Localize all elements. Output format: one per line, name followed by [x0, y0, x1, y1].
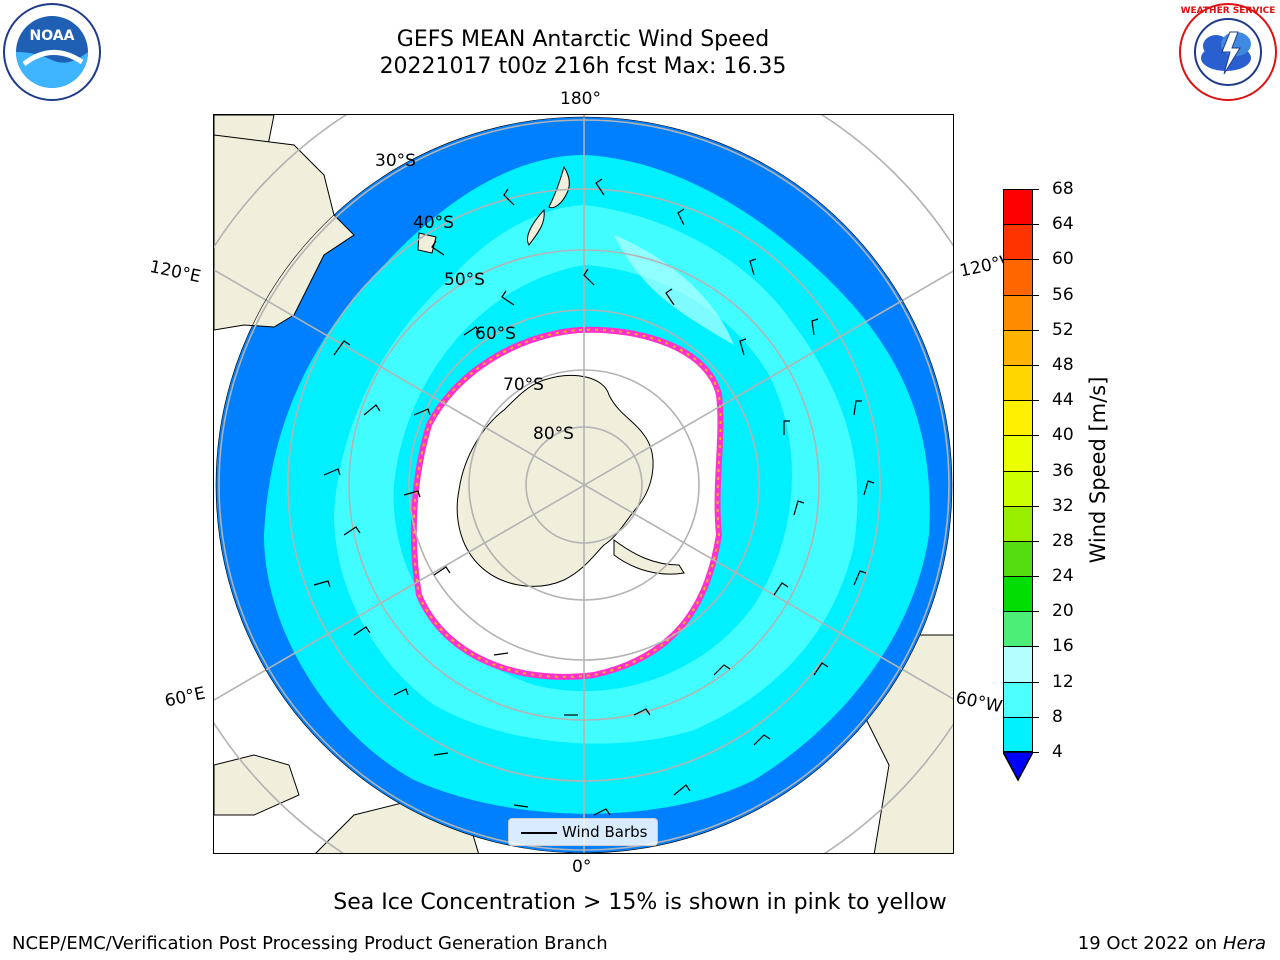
- colorbar-tick-mark: [1033, 576, 1039, 578]
- colorbar-tick-mark: [1033, 681, 1039, 683]
- colorbar-tick-mark: [1033, 329, 1039, 331]
- colorbar-tick-label: 52: [1052, 319, 1074, 340]
- colorbar-tick-mark: [1033, 540, 1039, 542]
- colorbar-tick-label: 44: [1052, 390, 1074, 411]
- colorbar-segment: [1003, 259, 1033, 295]
- colorbar-segment: [1003, 576, 1033, 612]
- colorbar-segment: [1003, 540, 1033, 577]
- colorbar-tick-mark: [1033, 611, 1039, 613]
- colorbar-tick-mark: [1033, 716, 1039, 718]
- lat-label-40s: 40°S: [413, 213, 454, 233]
- colorbar-segment: [1003, 189, 1033, 225]
- colorbar-segment: [1003, 646, 1033, 682]
- colorbar-tick-label: 36: [1052, 460, 1074, 481]
- colorbar-tick-mark: [1033, 505, 1039, 507]
- nws-logo: WEATHER SERVICE: [1178, 2, 1278, 102]
- wind-barb-legend-line: [521, 832, 557, 834]
- colorbar-tick-label: 68: [1052, 179, 1074, 199]
- polar-stereographic-map: [213, 114, 954, 854]
- colorbar-tick-label: 12: [1052, 671, 1074, 692]
- lat-label-60s: 60°S: [475, 324, 516, 344]
- colorbar-tick-label: 16: [1052, 636, 1074, 657]
- colorbar-tick-mark: [1033, 752, 1039, 753]
- colorbar-segment: [1003, 470, 1033, 506]
- colorbar-tick-label: 32: [1052, 495, 1074, 516]
- wind-barbs: [313, 178, 875, 816]
- colorbar-tick-mark: [1033, 294, 1039, 296]
- colorbar-segment: [1003, 364, 1033, 401]
- map-subtitle: 20221017 t00z 216h fcst Max: 16.35: [379, 54, 787, 79]
- colorbar-tick-mark: [1033, 364, 1039, 366]
- footer-date: 19 Oct 2022 on Hera: [1078, 933, 1266, 954]
- lon-label-60w: 60°W: [953, 688, 1004, 718]
- colorbar-tick-label: 8: [1052, 706, 1063, 727]
- lat-label-30s: 30°S: [375, 151, 416, 171]
- lat-label-70s: 70°S: [503, 375, 544, 395]
- colorbar-tick-label: 60: [1052, 249, 1074, 270]
- colorbar-tick-mark: [1033, 189, 1039, 190]
- new-zealand: [527, 165, 570, 246]
- colorbar-segment: [1003, 400, 1033, 436]
- noaa-logo: NOAA: [2, 2, 102, 102]
- colorbar: [1003, 189, 1033, 752]
- map-legend: Wind Barbs: [508, 818, 658, 846]
- disk-outline: [215, 116, 953, 853]
- colorbar-segment: [1003, 611, 1033, 647]
- lat-label-80s: 80°S: [533, 424, 574, 444]
- australia: [214, 134, 437, 331]
- colorbar-tick-mark: [1033, 224, 1039, 226]
- colorbar-tick-label: 24: [1052, 566, 1074, 587]
- lon-label-0: 0°: [572, 857, 592, 877]
- lon-label-180: 180°: [560, 89, 601, 109]
- colorbar-tick-label: 4: [1052, 742, 1063, 762]
- map-title: GEFS MEAN Antarctic Wind Speed: [396, 27, 770, 52]
- colorbar-segment: [1003, 435, 1033, 471]
- svg-text:NOAA: NOAA: [30, 28, 75, 44]
- footer-credit: NCEP/EMC/Verification Post Processing Pr…: [12, 933, 608, 954]
- colorbar-segment: [1003, 224, 1033, 260]
- colorbar-tick-label: 48: [1052, 354, 1074, 375]
- sea-ice-caption: Sea Ice Concentration > 15% is shown in …: [333, 890, 947, 915]
- colorbar-tick-mark: [1033, 400, 1039, 402]
- colorbar-tick-label: 28: [1052, 530, 1074, 551]
- graticule: [214, 115, 953, 853]
- colorbar-segment: [1003, 681, 1033, 717]
- colorbar-tick-mark: [1033, 435, 1039, 437]
- footer-date-text: 19 Oct 2022 on: [1077, 933, 1223, 954]
- colorbar-tick-label: 20: [1052, 601, 1074, 622]
- colorbar-tick-mark: [1033, 470, 1039, 472]
- legend-label: Wind Barbs: [562, 823, 648, 841]
- colorbar-tick-label: 64: [1052, 214, 1074, 235]
- lon-label-60e: 60°E: [163, 683, 208, 712]
- colorbar-tick-label: 56: [1052, 284, 1074, 305]
- colorbar-tick-label: 40: [1052, 425, 1074, 446]
- colorbar-title: Wind Speed [m/s]: [1086, 376, 1110, 564]
- colorbar-segment: [1003, 294, 1033, 330]
- colorbar-tick-mark: [1033, 259, 1039, 261]
- lon-label-120e: 120°E: [147, 257, 203, 288]
- footer-host: Hera: [1222, 933, 1266, 954]
- colorbar-segment: [1003, 329, 1033, 365]
- colorbar-segment: [1003, 716, 1033, 752]
- colorbar-tick-mark: [1033, 646, 1039, 648]
- svg-text:WEATHER SERVICE: WEATHER SERVICE: [1181, 6, 1276, 16]
- colorbar-under-arrow: [1003, 752, 1033, 782]
- map-canvas: [214, 115, 953, 853]
- lat-label-50s: 50°S: [444, 270, 485, 290]
- colorbar-segment: [1003, 505, 1033, 541]
